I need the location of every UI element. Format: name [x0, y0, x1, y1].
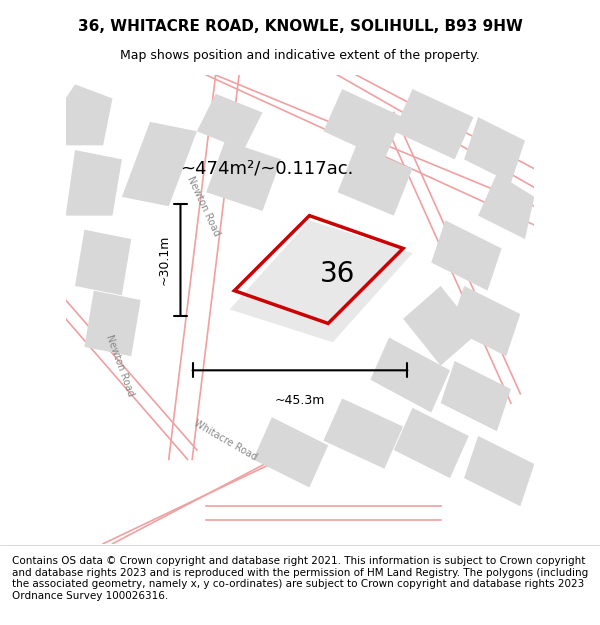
Polygon shape — [65, 150, 122, 216]
Polygon shape — [323, 89, 403, 159]
Polygon shape — [65, 84, 113, 145]
Polygon shape — [440, 361, 511, 431]
Polygon shape — [464, 118, 525, 182]
Polygon shape — [206, 141, 281, 211]
Polygon shape — [450, 286, 520, 356]
Text: Whitacre Road: Whitacre Road — [191, 419, 259, 462]
Text: ~474m²/~0.117ac.: ~474m²/~0.117ac. — [181, 160, 354, 177]
Polygon shape — [85, 291, 140, 356]
Text: ~45.3m: ~45.3m — [275, 394, 325, 407]
Text: ~30.1m: ~30.1m — [158, 235, 171, 286]
Polygon shape — [403, 286, 478, 366]
Polygon shape — [122, 122, 197, 206]
Polygon shape — [394, 408, 469, 478]
Text: Contains OS data © Crown copyright and database right 2021. This information is : Contains OS data © Crown copyright and d… — [12, 556, 588, 601]
Polygon shape — [337, 145, 413, 216]
Polygon shape — [370, 338, 450, 412]
Polygon shape — [323, 399, 403, 469]
Text: Newton Road: Newton Road — [185, 174, 222, 238]
Polygon shape — [464, 436, 535, 506]
Polygon shape — [394, 89, 473, 159]
Polygon shape — [253, 418, 328, 488]
Polygon shape — [75, 229, 131, 295]
Polygon shape — [230, 220, 413, 343]
Polygon shape — [197, 94, 263, 150]
Text: Map shows position and indicative extent of the property.: Map shows position and indicative extent… — [120, 49, 480, 62]
Text: 36: 36 — [320, 260, 355, 288]
Text: 36, WHITACRE ROAD, KNOWLE, SOLIHULL, B93 9HW: 36, WHITACRE ROAD, KNOWLE, SOLIHULL, B93… — [77, 19, 523, 34]
Polygon shape — [431, 220, 502, 291]
Polygon shape — [478, 173, 535, 239]
Text: Newton Road: Newton Road — [104, 333, 136, 398]
